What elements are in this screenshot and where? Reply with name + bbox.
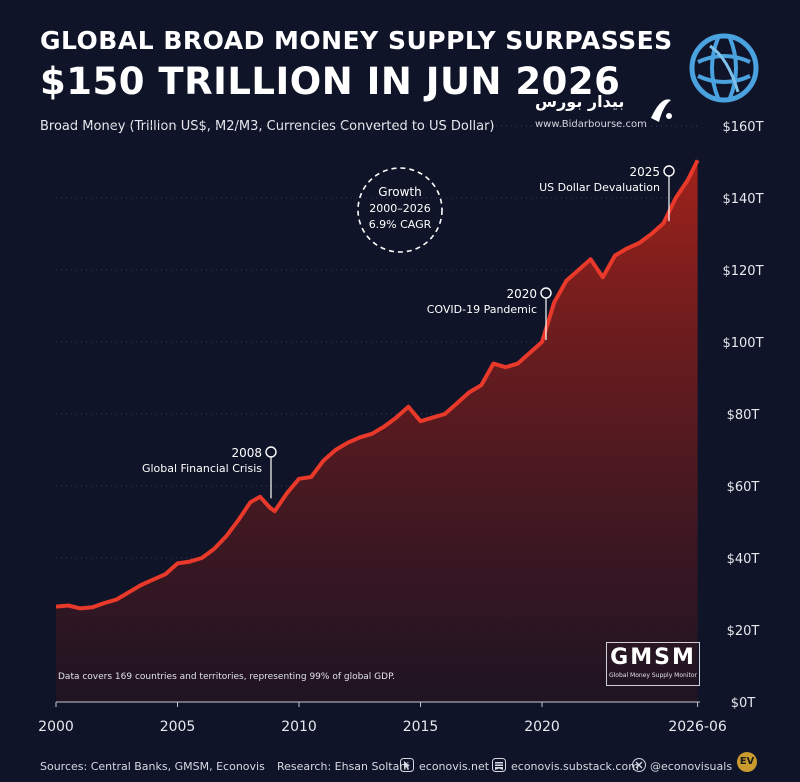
- watermark-name: بیدار بورس: [535, 92, 625, 111]
- growth-badge-line3: 6.9% CAGR: [369, 218, 432, 231]
- y-tick-label: $140T: [722, 192, 763, 207]
- footer-handle-link[interactable]: @econovisuals: [650, 760, 733, 773]
- footer-site-link[interactable]: econovis.net: [419, 760, 490, 773]
- substack-icon: [492, 758, 506, 772]
- cursor-icon: [400, 758, 414, 772]
- y-tick-label: $80T: [727, 408, 760, 423]
- annotation-text: COVID-19 Pandemic: [427, 303, 537, 316]
- y-tick-label: $20T: [727, 624, 760, 639]
- growth-badge-line1: Growth: [378, 185, 421, 199]
- annotation-marker: [265, 446, 277, 458]
- annotation-marker: [663, 165, 675, 177]
- annotation-2020: 2020 COVID-19 Pandemic: [427, 287, 552, 340]
- annotation-text: US Dollar Devaluation: [539, 181, 660, 194]
- coverage-note: Data covers 169 countries and territorie…: [58, 672, 395, 682]
- y-tick-label: $160T: [722, 120, 763, 135]
- watermark-mark-icon: [651, 99, 672, 122]
- gmsm-title: GMSM: [610, 645, 696, 670]
- annotation-year: 2020: [506, 287, 537, 301]
- annotation-text: Global Financial Crisis: [142, 462, 262, 475]
- gmsm-subtitle: Global Money Supply Monitor: [608, 672, 697, 679]
- annotation-year: 2025: [629, 165, 660, 179]
- x-tick-label: 2005: [160, 719, 196, 735]
- x-tick-label: 2000: [38, 719, 74, 735]
- y-tick-label: $60T: [727, 480, 760, 495]
- y-tick-label: $40T: [727, 552, 760, 567]
- globe-icon: [689, 33, 759, 103]
- x-tick-label: 2015: [403, 719, 439, 735]
- ev-logo: EV: [737, 752, 757, 772]
- annotation-2025: 2025 US Dollar Devaluation: [539, 165, 675, 222]
- annotation-year: 2008: [231, 446, 262, 460]
- footer-sources: Sources: Central Banks, GMSM, Econovis: [40, 760, 265, 773]
- y-tick-label: $0T: [731, 696, 756, 711]
- growth-badge-line2: 2000–2026: [369, 202, 431, 215]
- watermark-logo: بیدار بورس www.Bidarbourse.com: [535, 92, 675, 140]
- y-tick-label: $100T: [722, 336, 763, 351]
- annotation-2008: 2008 Global Financial Crisis: [142, 446, 277, 499]
- footer-substack-link[interactable]: econovis.substack.com: [511, 760, 639, 773]
- x-tick-label: 2010: [281, 719, 317, 735]
- growth-badge: Growth 2000–2026 6.9% CAGR: [357, 167, 443, 253]
- annotation-marker: [540, 287, 552, 299]
- x-tick-label: 2020: [524, 719, 560, 735]
- title-line-1: GLOBAL BROAD MONEY SUPPLY SURPASSES: [40, 26, 673, 55]
- x-twitter-icon: [632, 758, 646, 772]
- watermark-url: www.Bidarbourse.com: [535, 119, 647, 130]
- title-line-2: $150 TRILLION IN JUN 2026: [40, 60, 621, 103]
- x-tick-label: 2026-06: [668, 719, 727, 735]
- y-tick-label: $120T: [722, 264, 763, 279]
- chart-subtitle: Broad Money (Trillion US$, M2/M3, Curren…: [40, 119, 495, 134]
- footer-research: Research: Ehsan Soltani: [277, 760, 410, 773]
- series-line: [55, 159, 700, 611]
- gmsm-logo: GMSM Global Money Supply Monitor: [606, 642, 700, 686]
